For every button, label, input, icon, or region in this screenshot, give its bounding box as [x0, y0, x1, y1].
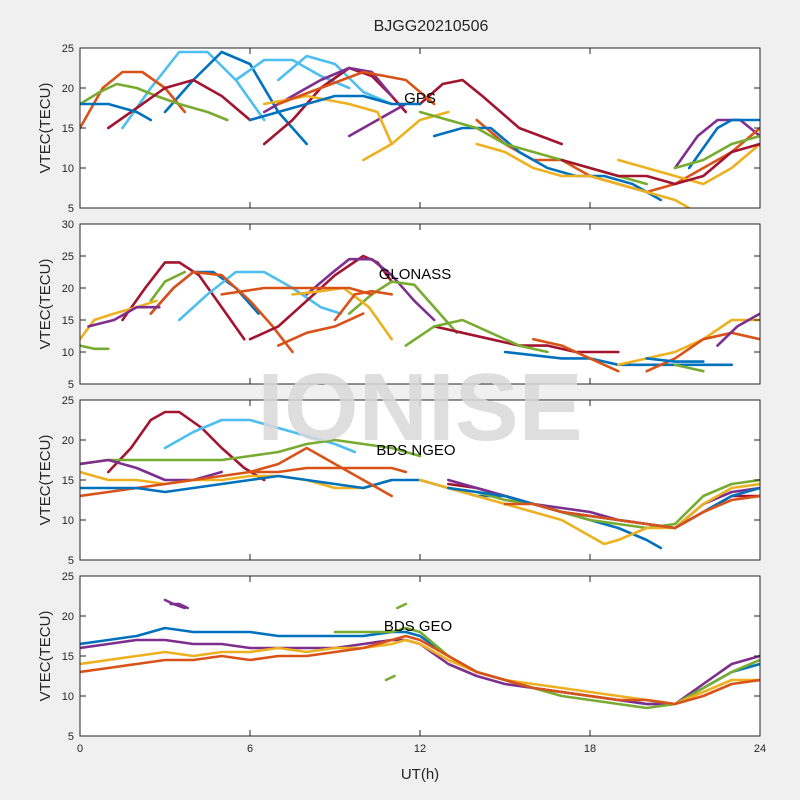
y-axis-label: VTEC(TECU)	[37, 259, 54, 350]
series-group	[80, 50, 760, 208]
series-line-2	[163, 50, 309, 146]
panel-annotation: BDS NGEO	[376, 442, 455, 459]
y-tick-label: 5	[68, 555, 74, 567]
series-line-11	[673, 118, 760, 170]
series-line-25	[248, 94, 422, 122]
y-tick-label: 25	[62, 251, 74, 263]
y-tick-label: 10	[62, 163, 74, 175]
series-group	[80, 254, 760, 373]
y-tick-label: 20	[62, 611, 74, 623]
y-tick-label: 10	[62, 515, 74, 527]
panel-3: 5 10 15 20 25 VTEC(TECU) BDS NGEO	[37, 395, 761, 567]
series-line-1	[107, 410, 266, 482]
series-line-11	[446, 478, 760, 530]
y-tick-label: 15	[62, 315, 74, 327]
y-tick-label: 5	[68, 203, 74, 215]
x-tick-label: 0	[77, 743, 83, 755]
series-line-2	[163, 418, 357, 454]
panel-2: 5 10 15 20 25 30 VTEC(TECU) GLONASS	[37, 219, 761, 391]
series-line-16	[432, 325, 620, 354]
y-tick-label: 15	[62, 475, 74, 487]
panel-4: 0 6 12 18 24 5 10 15 20 25 VTEC(TECU) UT(h) BDS GEO	[37, 571, 766, 783]
series-line-7	[169, 602, 189, 610]
x-axis-label: UT(h)	[401, 766, 439, 783]
series-line-5	[80, 70, 187, 130]
series-line-4	[149, 270, 294, 354]
panel-annotation: BDS GEO	[384, 618, 452, 635]
series-line-24	[80, 102, 153, 122]
series-line-19	[531, 337, 620, 373]
y-tick-label: 20	[62, 283, 74, 295]
series-line-12	[276, 312, 365, 347]
series-line-9	[384, 674, 396, 682]
series-line-20	[616, 318, 760, 367]
series-line-3	[177, 270, 343, 322]
y-tick-label: 25	[62, 43, 74, 55]
panel-annotation: GLONASS	[379, 266, 452, 283]
series-line-12	[418, 478, 760, 546]
y-tick-label: 20	[62, 83, 74, 95]
series-line-5	[80, 470, 394, 490]
series-line-21	[645, 331, 760, 373]
series-line-8	[395, 602, 408, 610]
series-line-23	[560, 142, 760, 186]
y-tick-label: 10	[62, 691, 74, 703]
series-line-4	[276, 54, 394, 106]
x-tick-label: 12	[414, 743, 426, 755]
series-line-21	[475, 142, 691, 208]
axes-background	[80, 48, 760, 208]
y-tick-label: 15	[62, 651, 74, 663]
series-line-11	[220, 286, 374, 296]
y-tick-label: 25	[62, 395, 74, 407]
panel-annotation: GPS	[404, 90, 436, 107]
series-line-22	[716, 312, 760, 347]
series-group	[80, 410, 760, 550]
series-line-1	[121, 261, 246, 341]
y-axis-label: VTEC(TECU)	[37, 611, 54, 702]
series-line-15	[276, 70, 436, 106]
series-line-1	[121, 50, 266, 130]
series-line-5	[149, 270, 187, 303]
series-line-18	[687, 118, 760, 170]
series-line-17	[404, 318, 549, 354]
series-line-3	[80, 438, 422, 466]
y-tick-label: 20	[62, 435, 74, 447]
series-line-13	[333, 289, 394, 322]
series-line-20	[673, 134, 760, 170]
series-line-14	[80, 344, 110, 351]
series-line-15	[87, 305, 161, 328]
panel-1: 5 10 15 20 25 VTEC(TECU) GPS	[37, 43, 761, 215]
y-tick-label: 15	[62, 123, 74, 135]
x-tick-label: 24	[754, 743, 766, 755]
series-line-12	[347, 102, 408, 138]
figure-title: BJGG20210506	[374, 18, 489, 35]
panels: 5 10 15 20 25 VTEC(TECU) GPS 5 10 15 20 25 30 VTEC(TE…	[37, 43, 766, 783]
series-line-14	[503, 494, 760, 530]
x-tick-label: 18	[584, 743, 596, 755]
series-line-9	[418, 78, 564, 146]
axes-background	[80, 576, 760, 736]
series-line-8	[347, 280, 459, 335]
y-axis-label: VTEC(TECU)	[37, 435, 54, 526]
y-tick-label: 30	[62, 219, 74, 231]
series-line-5	[80, 634, 760, 706]
y-tick-label: 5	[68, 379, 74, 391]
y-tick-label: 25	[62, 571, 74, 583]
series-line-8	[248, 446, 394, 498]
y-tick-label: 5	[68, 731, 74, 743]
watermark: IONISE	[257, 354, 582, 461]
series-line-23	[645, 357, 705, 363]
y-axis-label: VTEC(TECU)	[37, 83, 54, 174]
series-line-24	[673, 363, 705, 373]
series-line-7	[305, 257, 436, 322]
series-line-6	[80, 82, 229, 122]
series-group	[80, 598, 760, 710]
x-tick-label: 6	[247, 743, 253, 755]
y-tick-label: 10	[62, 347, 74, 359]
